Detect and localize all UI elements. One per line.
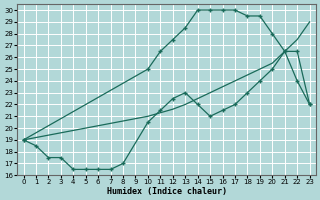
X-axis label: Humidex (Indice chaleur): Humidex (Indice chaleur) [107,187,227,196]
